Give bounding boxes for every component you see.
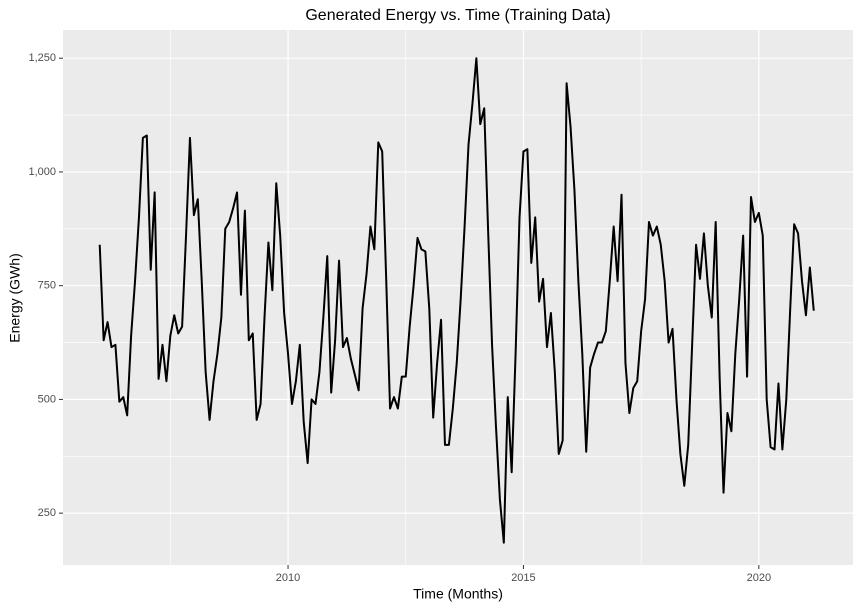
y-tick-label: 250 [38, 507, 56, 519]
y-tick-label: 500 [38, 393, 56, 405]
x-axis-label: Time (Months) [413, 586, 503, 602]
chart-title: Generated Energy vs. Time (Training Data… [305, 7, 610, 24]
data-line [98, 57, 815, 544]
x-tick-label: 2015 [511, 572, 535, 584]
y-axis-label: Energy (GWh) [7, 253, 23, 342]
y-tick-label: 750 [38, 280, 56, 292]
panel [63, 30, 853, 565]
y-tick-label: 1,250 [28, 52, 56, 64]
x-tick-label: 2020 [747, 572, 771, 584]
x-tick-label: 2010 [276, 572, 300, 584]
y-tick-label: 1,000 [28, 166, 56, 178]
